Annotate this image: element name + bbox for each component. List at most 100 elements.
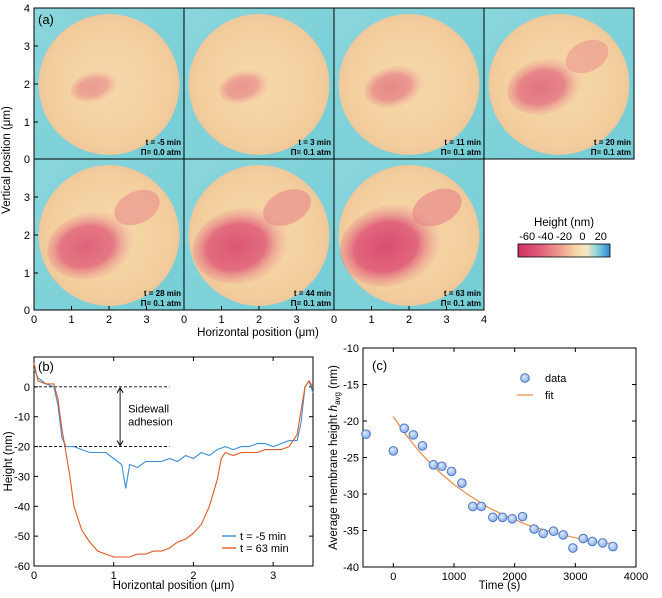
panel-label: (a)	[38, 12, 54, 27]
data-point	[608, 541, 618, 552]
data-point	[417, 441, 428, 451]
panel-c-avg-height-vs-time: 0 1000 2000 3000 4000 -10 -15 -20 -25 -30 -35 -40 (c…	[328, 343, 648, 592]
y-axis-label-symbol: h	[328, 405, 340, 411]
x-tick-label: 0	[31, 314, 37, 326]
y-tick-label: -10	[343, 343, 359, 355]
data-point	[457, 478, 467, 488]
annotation-text: adhesion	[128, 417, 173, 429]
data-point	[428, 460, 439, 470]
x-tick-label: 1	[218, 314, 224, 326]
x-tick-label: 2	[406, 314, 412, 326]
data-point	[408, 430, 419, 440]
adhesion-region	[364, 65, 426, 108]
y-tick-label: 3	[24, 41, 30, 53]
plot-frame	[33, 356, 314, 567]
y-axis-label: Average membrane height havg (nm)	[328, 365, 342, 550]
y-tick-label: -35	[343, 526, 359, 538]
data-point	[517, 511, 528, 522]
x-axis-label: Time (s)	[479, 580, 521, 592]
data-point	[361, 429, 371, 439]
x-tick-label: 4000	[624, 571, 648, 583]
x-tick-label: 2	[106, 314, 112, 326]
arrow-head	[116, 386, 124, 394]
fit-line	[392, 416, 612, 545]
x-tick-label: 4	[481, 314, 487, 326]
x-tick-label: 3000	[563, 571, 587, 583]
y-axis-label: Vertical position (μm)	[1, 106, 13, 214]
data-point	[529, 524, 539, 534]
panel-label: (c)	[372, 358, 387, 373]
x-tick-label: 2000	[502, 571, 526, 583]
colorbar	[517, 243, 611, 258]
data-point	[587, 536, 598, 547]
y-axis-label-sub: avg	[333, 392, 342, 405]
colorbar-tick-label: -40	[538, 231, 554, 243]
colorbar-title: Height (nm)	[534, 217, 594, 229]
data-point	[497, 512, 508, 523]
x-axis-label: Horizontal position (μm)	[197, 327, 319, 339]
y-tick-label: 2	[24, 79, 30, 91]
x-tick-label: 0	[181, 314, 187, 326]
data-point	[548, 526, 559, 537]
x-tick-label: 1	[68, 314, 74, 326]
adhesion-region	[507, 58, 583, 115]
data-point	[468, 501, 478, 512]
x-tick-label: 3	[143, 314, 149, 326]
colorbar-tick-label: -20	[556, 231, 572, 243]
y-tick-label: 1	[24, 268, 30, 280]
data-point	[507, 514, 518, 524]
secondary-adhesion	[114, 189, 160, 226]
colorbar-tick-label: -60	[519, 231, 535, 243]
y-tick-label: -20	[343, 416, 359, 428]
x-tick-label: 1000	[442, 571, 466, 583]
frame-pressure-label: Π= 0.1 atm	[291, 299, 331, 308]
y-tick-label: 3	[24, 192, 30, 204]
y-tick-label: -50	[14, 531, 30, 543]
adhesion-region	[192, 207, 290, 284]
data-point	[399, 423, 410, 434]
data-point	[437, 461, 447, 472]
x-tick-label: 0	[390, 571, 396, 583]
frame-time-label: t = 20 min	[594, 138, 631, 147]
y-tick-label: 0	[24, 382, 30, 394]
arrow-head	[116, 440, 124, 447]
data-point	[558, 530, 569, 540]
x-tick-label: 0	[31, 570, 37, 582]
adhesion-region	[70, 70, 120, 103]
frame-pressure-label: Π= 0.1 atm	[591, 148, 631, 157]
legend-label: t = 63 min	[240, 543, 289, 555]
data-point	[538, 528, 548, 539]
legend-marker	[520, 373, 530, 383]
y-tick-label: 4	[24, 3, 30, 15]
data-point	[446, 466, 457, 477]
y-axis-label: Height (nm)	[3, 431, 15, 491]
colorbar-tick-label: 0	[579, 231, 585, 243]
x-tick-label: 2	[190, 570, 196, 582]
frame-time-label: t = -5 min	[146, 138, 181, 147]
y-tick-label: 0	[24, 154, 30, 166]
x-tick-label: 3	[443, 314, 449, 326]
series-line	[33, 368, 314, 489]
frame-time-label: t = 28 min	[144, 289, 181, 298]
frame-time-label: t = 3 min	[298, 138, 331, 147]
x-tick-label: 1	[111, 570, 117, 582]
y-tick-label: -15	[343, 380, 359, 392]
data-point	[597, 538, 608, 548]
y-tick-label: -30	[343, 489, 359, 501]
data-point	[488, 512, 498, 523]
data-point	[388, 446, 399, 456]
y-tick-label: 2	[24, 230, 30, 242]
y-tick-label: 1	[24, 117, 30, 129]
y-tick-label: -60	[14, 561, 30, 573]
data-point	[476, 501, 487, 512]
secondary-adhesion	[565, 39, 609, 74]
y-tick-label: 0	[24, 305, 30, 317]
